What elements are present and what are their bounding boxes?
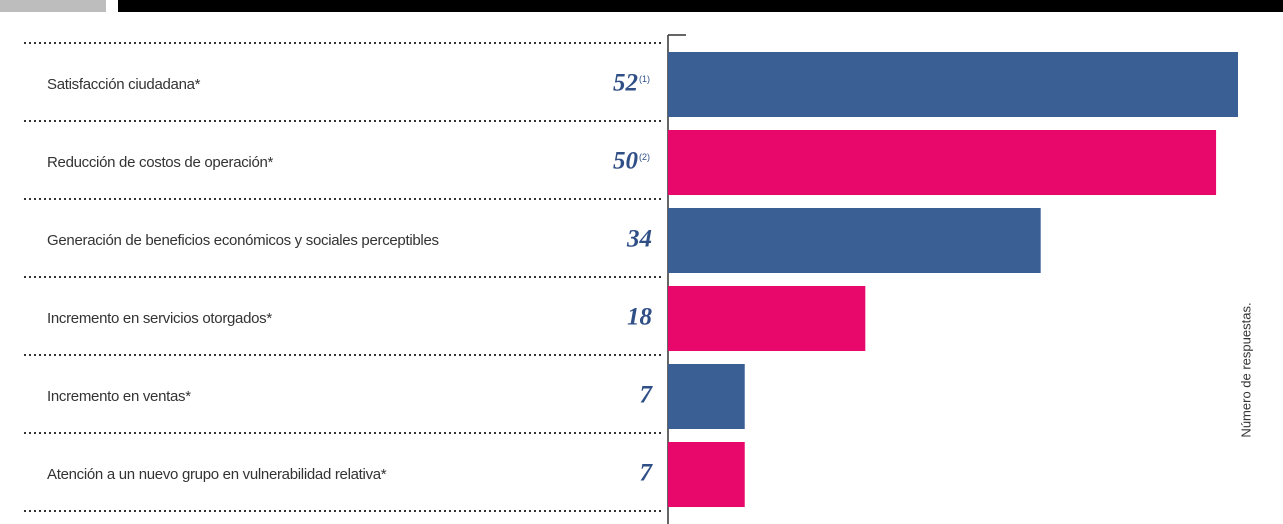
category-label: Incremento en servicios otorgados* [47, 310, 272, 327]
bar [668, 442, 745, 507]
bar [668, 364, 745, 429]
category-label: Incremento en ventas* [47, 388, 191, 405]
header-tab [0, 0, 106, 12]
category-label: Satisfacción ciudadana* [47, 76, 201, 93]
value-label: 7 [640, 460, 654, 487]
header-bar [118, 0, 1283, 12]
bar [668, 130, 1217, 195]
value-note: (2) [639, 152, 650, 162]
value-label: 18 [627, 304, 653, 331]
value-note: (1) [639, 74, 650, 84]
bar [668, 208, 1041, 273]
value-label: 52 [613, 70, 638, 97]
category-label: Atención a un nuevo grupo en vulnerabili… [47, 466, 387, 483]
category-label: Reducción de costos de operación* [47, 154, 274, 171]
axis-label: Número de respuestas. [1238, 302, 1253, 437]
value-label: 50 [613, 148, 639, 175]
value-label: 34 [626, 226, 652, 253]
category-label: Generación de beneficios económicos y so… [47, 232, 439, 249]
bar [668, 286, 866, 351]
value-label: 7 [640, 382, 654, 409]
bar [668, 52, 1238, 117]
